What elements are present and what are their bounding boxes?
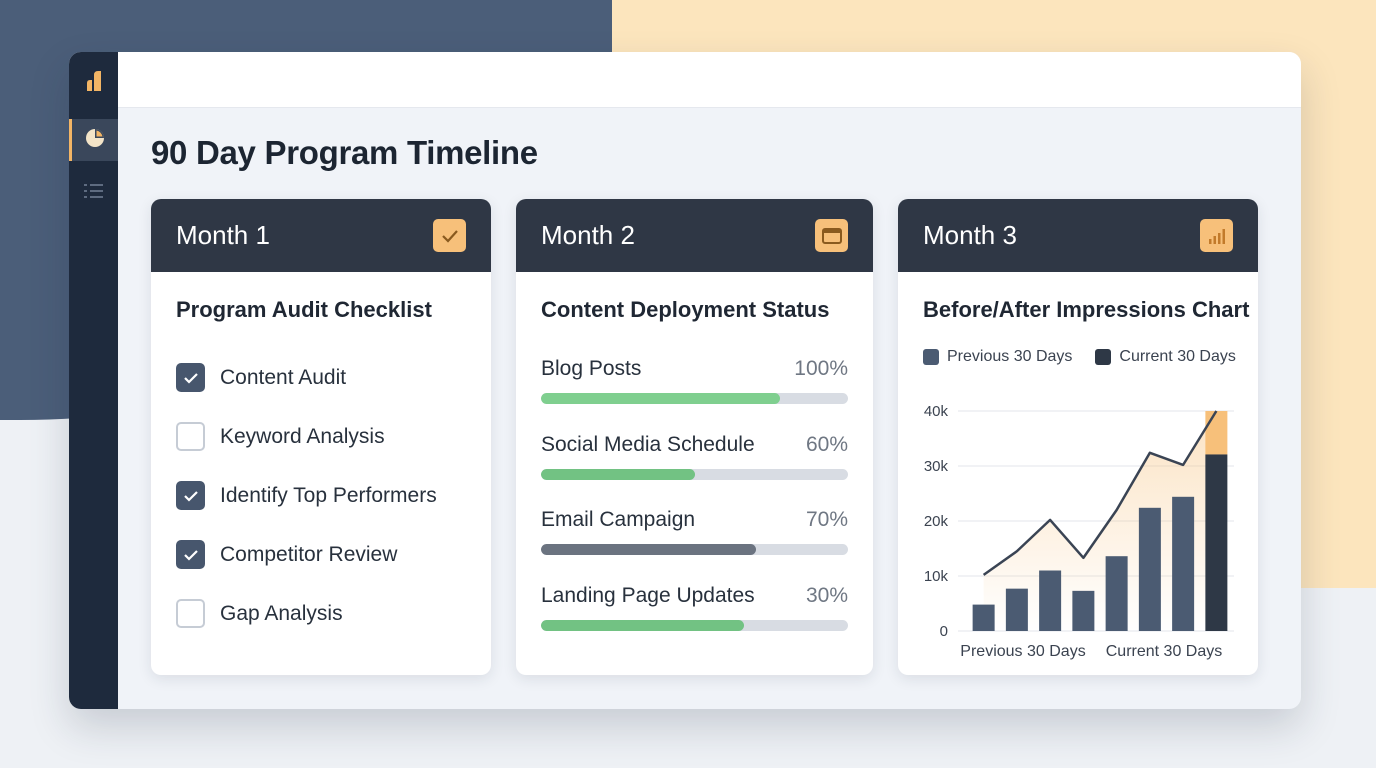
progress-item: Landing Page Updates 30% <box>541 584 848 631</box>
bar <box>1005 588 1028 631</box>
checkbox-checked[interactable] <box>176 363 205 392</box>
trend-line <box>982 410 1218 576</box>
page-title: 90 Day Program Timeline <box>151 134 538 171</box>
chart-title: Before/After Impressions Chart <box>923 297 1250 322</box>
month-1-header: Month 1 <box>151 199 491 272</box>
progress-label: Blog Posts <box>541 357 642 380</box>
sidebar <box>69 52 118 709</box>
checklist-item-label: Identify Top Performers <box>220 483 437 507</box>
checklist-item[interactable]: Keyword Analysis <box>176 422 385 451</box>
x-group-label: Previous 30 Days <box>960 643 1085 660</box>
progress-label: Landing Page Updates <box>541 583 755 607</box>
checklist-item[interactable]: Gap Analysis <box>176 599 343 628</box>
month-3-card: Month 3 Before/After Impressions Chart P… <box>898 199 1258 675</box>
checklist-item[interactable]: Identify Top Performers <box>176 481 437 510</box>
month-2-card: Month 2 Content Deployment Status Blog P… <box>516 199 873 675</box>
bar <box>1105 556 1128 631</box>
y-tick-label: 30k <box>924 458 949 475</box>
checklist-item-label: Gap Analysis <box>220 601 343 625</box>
impressions-chart: 0 10k 20k 30k 40k Previous 30 Days Current 30 … <box>924 403 1234 660</box>
x-group-label: Current 30 Days <box>1106 643 1223 660</box>
logo-icon[interactable] <box>69 60 118 102</box>
bar <box>1039 570 1062 631</box>
browser-window-icon[interactable] <box>815 219 848 252</box>
progress-percent: 30% <box>805 583 848 607</box>
top-bar <box>118 52 1301 108</box>
legend-swatch-current <box>1095 349 1112 365</box>
checkbox-unchecked[interactable] <box>176 599 205 628</box>
month-1-title: Month 1 <box>176 220 270 250</box>
checklist-item[interactable]: Competitor Review <box>176 540 397 569</box>
check-icon[interactable] <box>433 219 466 252</box>
progress-item: Blog Posts 100% <box>541 357 848 404</box>
bar <box>1138 507 1161 631</box>
progress-fill <box>541 619 744 631</box>
list-icon <box>83 183 104 204</box>
checkbox-unchecked[interactable] <box>176 422 205 451</box>
checklist-item-label: Keyword Analysis <box>220 424 385 448</box>
y-tick-label: 0 <box>940 623 948 640</box>
month-3-header: Month 3 <box>898 199 1258 272</box>
chart-legend: Previous 30 Days Current 30 Days <box>923 348 1236 366</box>
month-2-title: Month 2 <box>541 220 635 250</box>
checklist-item[interactable]: Content Audit <box>176 363 346 392</box>
deployment-title: Content Deployment Status <box>541 297 830 322</box>
app-window: 90 Day Program Timeline Month 1 Program … <box>69 52 1301 709</box>
checklist-title: Program Audit Checklist <box>176 297 432 322</box>
progress-label: Social Media Schedule <box>541 432 755 456</box>
checklist-item-label: Competitor Review <box>220 542 398 566</box>
legend-label-previous: Previous 30 Days <box>947 348 1073 365</box>
progress-bar <box>541 544 848 555</box>
bar-chart-icon[interactable] <box>1200 219 1233 252</box>
y-tick-label: 40k <box>924 403 949 420</box>
bar-highlight <box>1205 411 1228 455</box>
sidebar-item-list[interactable] <box>69 172 118 214</box>
progress-fill <box>541 468 695 480</box>
bar <box>1205 454 1228 631</box>
checklist-item-label: Content Audit <box>220 365 347 389</box>
progress-fill <box>541 393 781 404</box>
bar <box>1072 590 1095 631</box>
progress-percent: 60% <box>805 432 848 456</box>
progress-percent: 100% <box>794 357 848 380</box>
bar <box>1172 496 1195 631</box>
y-tick-label: 10k <box>924 568 949 585</box>
progress-percent: 70% <box>805 508 848 531</box>
progress-bar <box>541 468 848 480</box>
progress-item: Email Campaign 70% <box>541 508 848 555</box>
progress-fill <box>541 544 756 555</box>
pie-chart-icon <box>84 127 106 154</box>
month-1-card: Month 1 Program Audit Checklist Content … <box>151 199 491 675</box>
legend-swatch-previous <box>923 349 939 365</box>
bar <box>972 604 995 631</box>
progress-bar <box>541 393 848 404</box>
month-3-title: Month 3 <box>923 220 1017 250</box>
y-tick-label: 20k <box>924 513 949 530</box>
progress-bar <box>541 619 848 631</box>
legend-label-current: Current 30 Days <box>1119 348 1236 365</box>
checkbox-checked[interactable] <box>176 481 205 510</box>
progress-item: Social Media Schedule 60% <box>541 433 848 480</box>
month-2-header: Month 2 <box>516 199 873 272</box>
checkbox-checked[interactable] <box>176 540 205 569</box>
sidebar-item-analytics[interactable] <box>69 119 118 161</box>
progress-label: Email Campaign <box>541 508 696 531</box>
